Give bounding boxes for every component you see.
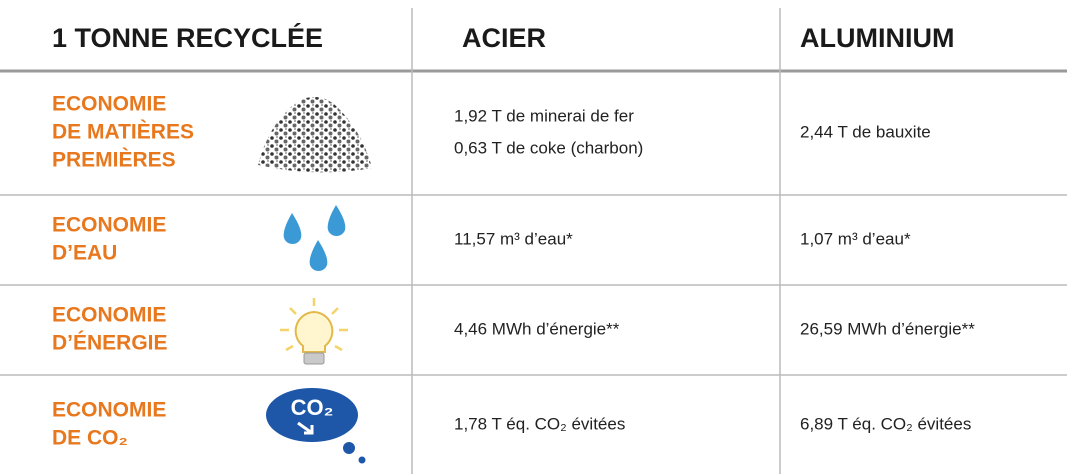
co2-icon: CO₂ (266, 388, 366, 464)
header-cell: ALUMINIUM (800, 23, 954, 53)
row-label: ECONOMIE (52, 399, 166, 422)
co2-icon-text: CO₂ (291, 395, 334, 420)
header-cell: 1 TONNE RECYCLÉE (52, 22, 323, 53)
row-label: DE MATIÈRES (52, 121, 194, 144)
row-label: ECONOMIE (52, 214, 166, 237)
acier-cell: 1,92 T de minerai de fer (454, 106, 634, 125)
header-cell: ACIER (462, 23, 546, 53)
aluminium-cell: 1,07 m³ d’eau* (800, 229, 911, 248)
aluminium-cell: 6,89 T éq. CO₂ évitées (800, 414, 971, 433)
bulb-icon (280, 298, 348, 365)
acier-cell: 0,63 T de coke (charbon) (454, 138, 643, 157)
aluminium-cell: 26,59 MWh d’énergie** (800, 319, 975, 338)
row-label: PREMIÈRES (52, 149, 176, 172)
water-icon (283, 205, 346, 272)
acier-cell: 11,57 m³ d’eau* (454, 229, 573, 248)
acier-cell: 1,78 T éq. CO₂ évitées (454, 414, 625, 433)
row-label: D’ÉNERGIE (52, 332, 168, 355)
row-label: DE CO₂ (52, 427, 128, 450)
acier-cell: 4,46 MWh d’énergie** (454, 319, 620, 338)
gravel-icon (258, 96, 372, 173)
row-label: D’EAU (52, 242, 117, 265)
row-label: ECONOMIE (52, 304, 166, 327)
aluminium-cell: 2,44 T de bauxite (800, 122, 931, 141)
row-label: ECONOMIE (52, 93, 166, 116)
